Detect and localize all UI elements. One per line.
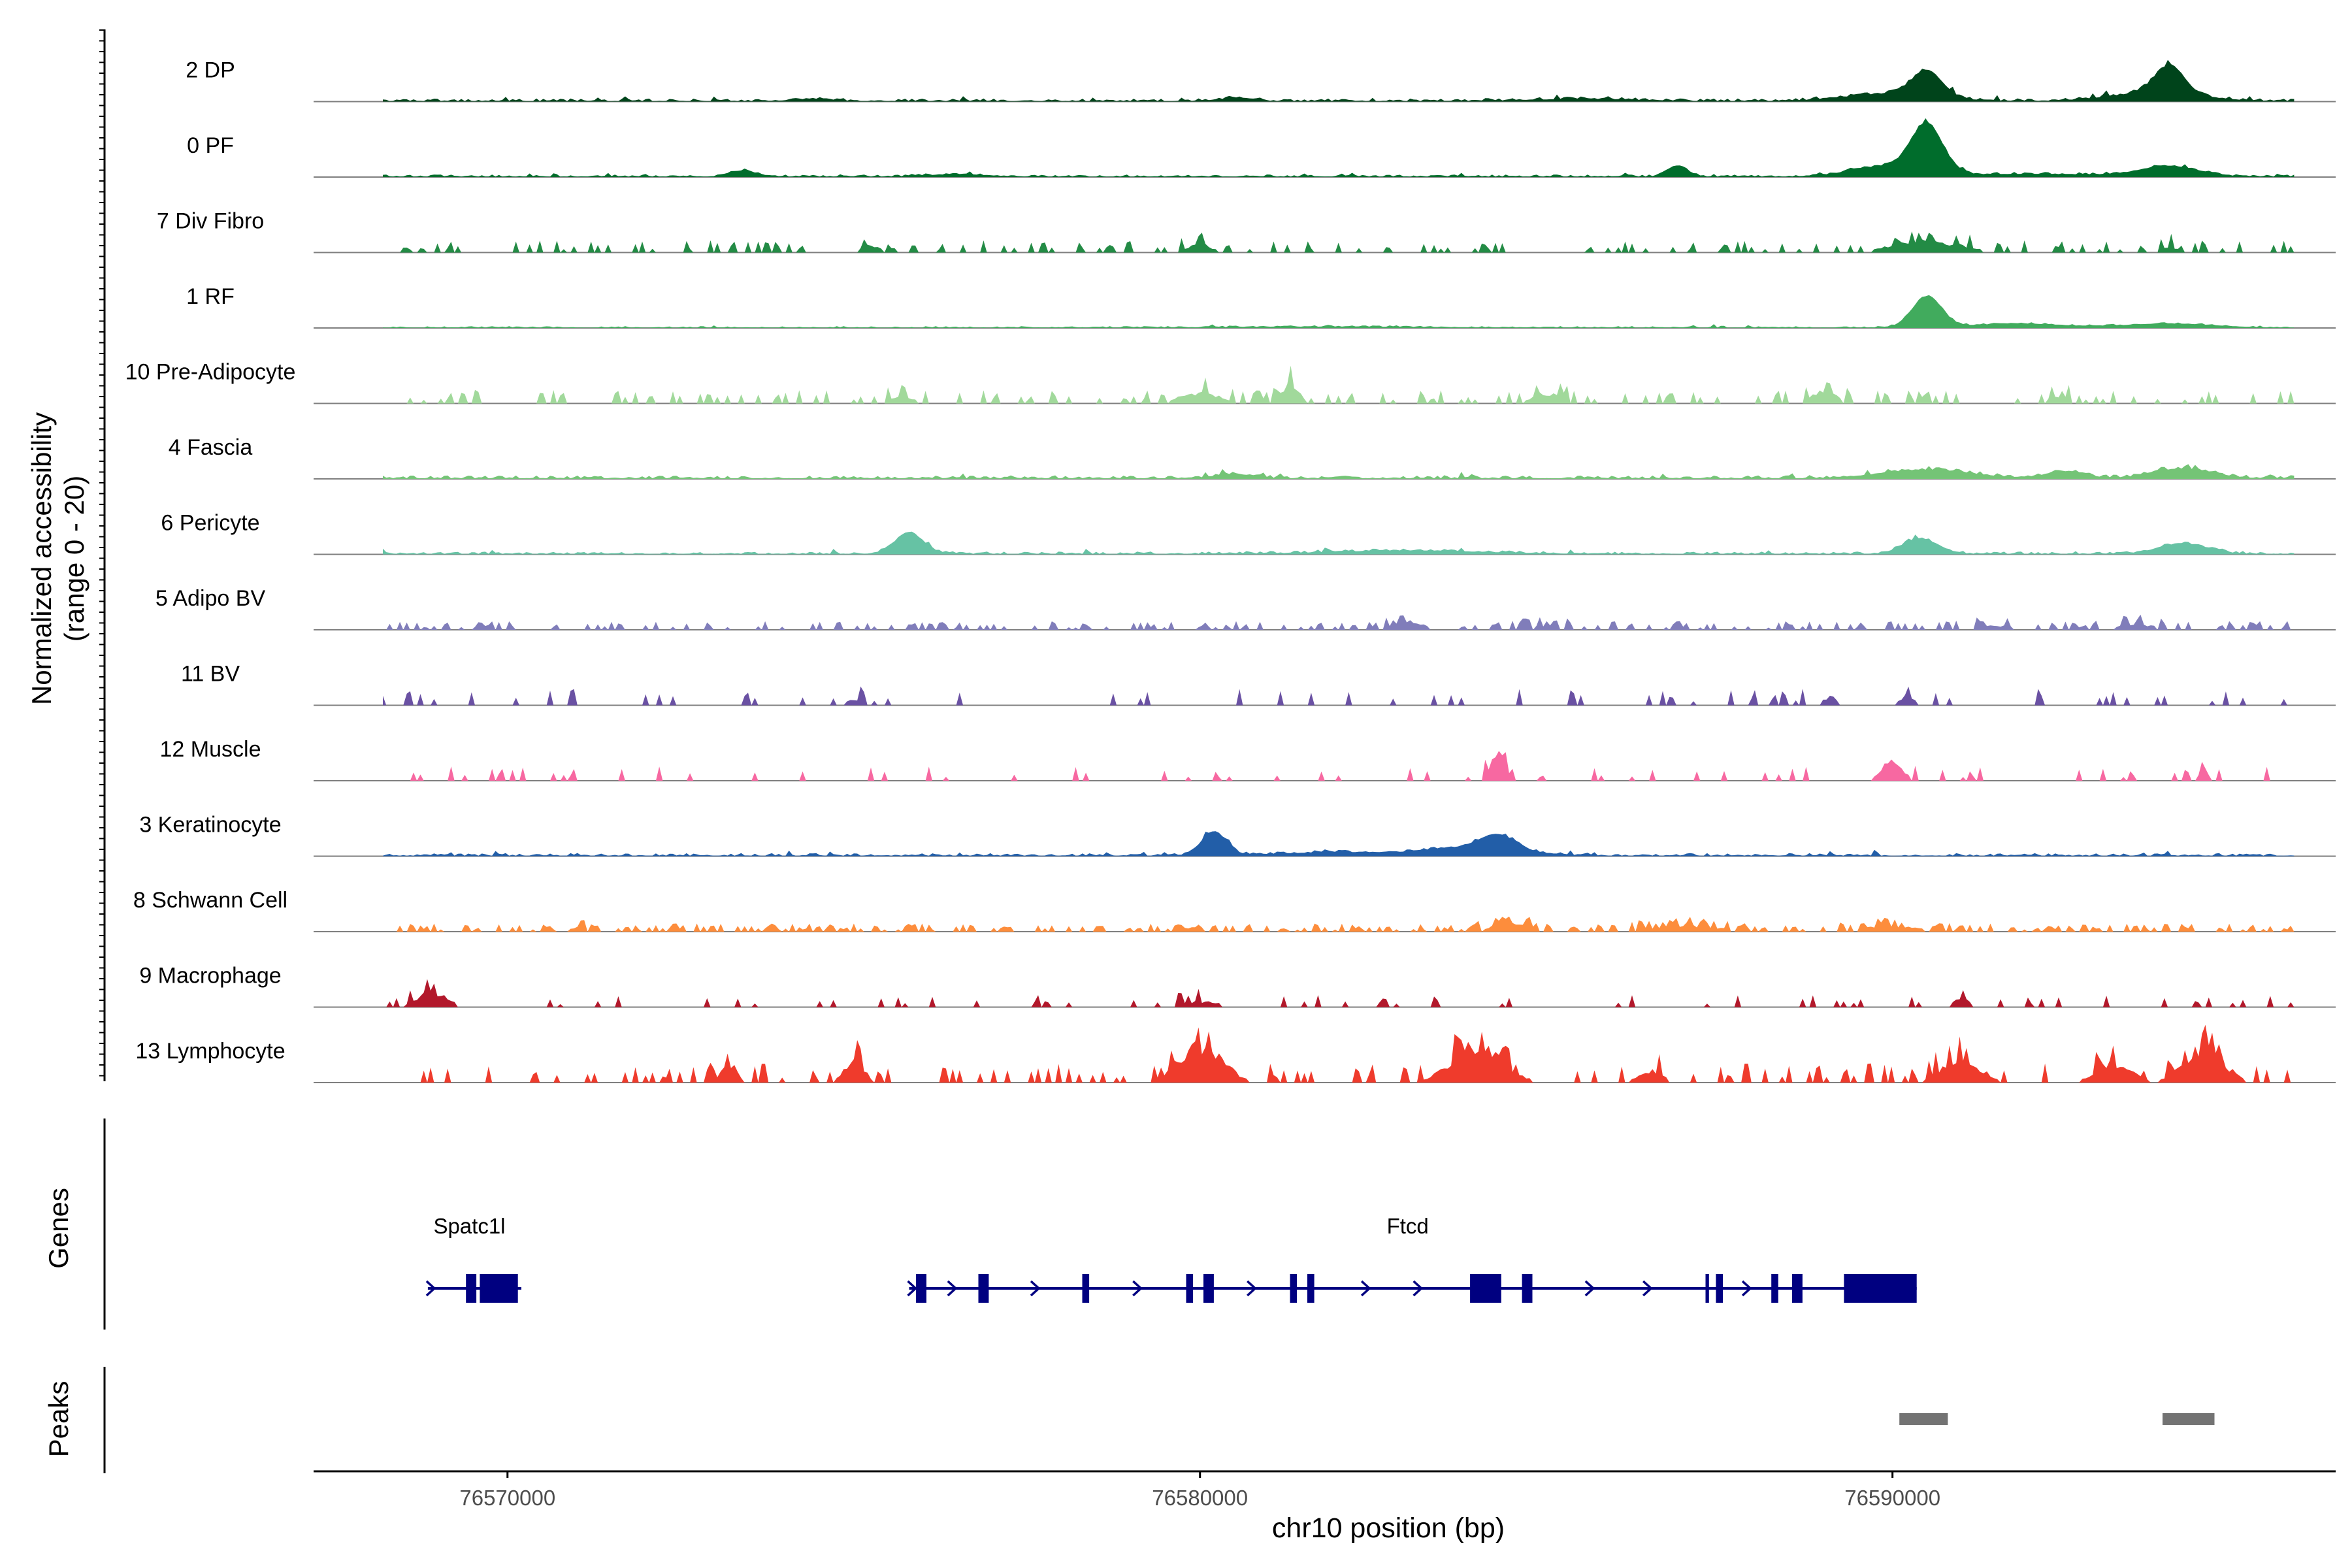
strand-arrow bbox=[1642, 1280, 1653, 1297]
gene-ftcd: Ftcd bbox=[907, 1214, 1917, 1303]
coverage-area bbox=[383, 231, 2295, 253]
exon bbox=[1203, 1274, 1214, 1303]
exon bbox=[1307, 1274, 1315, 1303]
track-1: 0 PF bbox=[187, 118, 2336, 178]
y-axis-label-line2: (range 0 - 20) bbox=[59, 476, 90, 642]
exon bbox=[1716, 1274, 1723, 1303]
peaks-panel bbox=[103, 1367, 2215, 1473]
exon bbox=[1290, 1274, 1298, 1303]
gene-label: Spatc1l bbox=[433, 1214, 505, 1238]
track-11: 8 Schwann Cell bbox=[133, 888, 2336, 932]
coverage-area bbox=[383, 1024, 2295, 1083]
coverage-area bbox=[383, 464, 2295, 479]
genes-panel: Spatc1l Ftcd bbox=[103, 1119, 1917, 1330]
x-axis-label: chr10 position (bp) bbox=[1272, 1512, 1505, 1544]
strand-arrow bbox=[1584, 1280, 1595, 1297]
coverage-area bbox=[383, 118, 2295, 177]
peak-region bbox=[2163, 1413, 2215, 1425]
track-6: 6 Pericyte bbox=[161, 511, 2336, 555]
track-7: 5 Adipo BV bbox=[155, 586, 2336, 630]
strand-arrow bbox=[1132, 1280, 1143, 1297]
exon bbox=[1186, 1274, 1194, 1303]
track-label: 13 Lymphocyte bbox=[135, 1039, 285, 1064]
coverage-area bbox=[383, 614, 2295, 630]
track-label: 0 PF bbox=[187, 133, 234, 158]
track-4: 10 Pre-Adipocyte bbox=[125, 360, 2336, 404]
coverage-area bbox=[383, 751, 2295, 781]
strand-arrow bbox=[907, 1280, 918, 1297]
y-axis-label-line1: Normalized accessibility bbox=[26, 412, 57, 705]
track-label: 12 Muscle bbox=[160, 737, 261, 762]
track-label: 1 RF bbox=[186, 284, 235, 309]
exon bbox=[916, 1274, 926, 1303]
coverage-area bbox=[383, 531, 2295, 555]
x-tick-label: 76570000 bbox=[459, 1486, 555, 1510]
exon bbox=[1705, 1274, 1709, 1303]
peaks-panel-label: Peaks bbox=[43, 1381, 74, 1458]
peak-region bbox=[1899, 1413, 1948, 1425]
track-label: 9 Macrophage bbox=[139, 964, 281, 988]
track-9: 12 Muscle bbox=[160, 737, 2336, 781]
coverage-area bbox=[383, 686, 2295, 706]
track-8: 11 BV bbox=[181, 662, 2336, 706]
track-label: 4 Fascia bbox=[169, 435, 253, 460]
exon bbox=[1470, 1274, 1501, 1303]
x-tick-label: 76590000 bbox=[1844, 1486, 1940, 1510]
exon bbox=[466, 1274, 477, 1303]
coverage-area bbox=[383, 59, 2295, 102]
track-label: 7 Div Fibro bbox=[157, 209, 264, 234]
exon bbox=[1844, 1274, 1917, 1303]
strand-arrow bbox=[1413, 1280, 1424, 1297]
exon bbox=[1082, 1274, 1090, 1303]
exon bbox=[978, 1274, 989, 1303]
track-label: 8 Schwann Cell bbox=[133, 888, 287, 913]
coverage-tracks: 2 DP 0 PF 7 Div Fibro 1 RF 10 Pre-Adipocyte 4… bbox=[99, 29, 2336, 1083]
exon bbox=[1771, 1274, 1778, 1303]
coverage-area bbox=[383, 295, 2295, 328]
y-axis bbox=[99, 29, 106, 1081]
strand-arrow bbox=[1360, 1280, 1371, 1297]
track-3: 1 RF bbox=[186, 284, 2336, 329]
strand-arrow bbox=[1741, 1280, 1752, 1297]
strand-arrow bbox=[1247, 1280, 1257, 1297]
track-2: 7 Div Fibro bbox=[157, 209, 2336, 253]
track-label: 2 DP bbox=[186, 58, 235, 83]
coverage-area bbox=[383, 916, 2295, 932]
track-10: 3 Keratinocyte bbox=[139, 813, 2336, 857]
track-label: 10 Pre-Adipocyte bbox=[125, 360, 296, 385]
gene-spatc1l: Spatc1l bbox=[425, 1214, 521, 1303]
track-12: 9 Macrophage bbox=[139, 964, 2336, 1008]
exon bbox=[480, 1274, 518, 1303]
track-0: 2 DP bbox=[186, 58, 2336, 103]
gene-label: Ftcd bbox=[1387, 1214, 1429, 1238]
strand-arrow bbox=[1030, 1280, 1041, 1297]
track-label: 5 Adipo BV bbox=[155, 586, 266, 611]
strand-arrow bbox=[425, 1280, 436, 1297]
genes-panel-label: Genes bbox=[43, 1188, 74, 1269]
x-tick-label: 76580000 bbox=[1152, 1486, 1248, 1510]
track-5: 4 Fascia bbox=[169, 435, 2336, 480]
x-axis: 76570000 76580000 76590000 bbox=[314, 1470, 2336, 1510]
coverage-area bbox=[383, 831, 2295, 857]
exon bbox=[1792, 1274, 1803, 1303]
track-label: 3 Keratinocyte bbox=[139, 813, 281, 838]
y-axis-label: Normalized accessibility (range 0 - 20) bbox=[26, 412, 90, 705]
track-13: 13 Lymphocyte bbox=[135, 1024, 2336, 1083]
exon bbox=[1522, 1274, 1533, 1303]
coverage-area bbox=[383, 365, 2295, 404]
strand-arrow bbox=[947, 1280, 958, 1297]
track-label: 6 Pericyte bbox=[161, 511, 259, 536]
coverage-area bbox=[383, 979, 2295, 1007]
track-label: 11 BV bbox=[181, 662, 240, 687]
